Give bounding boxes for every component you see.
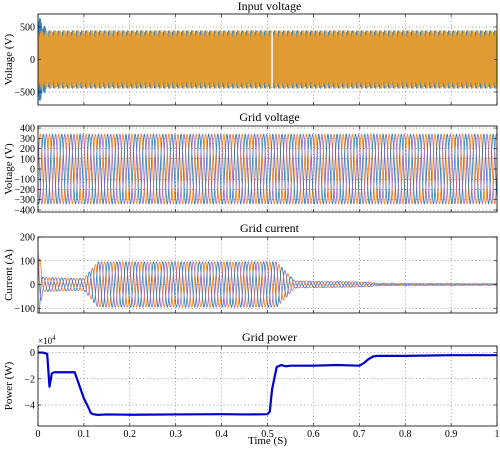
y-tick-label: −2 — [24, 374, 35, 385]
x-tick-label: 0.1 — [78, 429, 91, 440]
y-tick-label: −500 — [14, 88, 35, 99]
y-tick-label: 0 — [30, 55, 35, 66]
chart-title: Input voltage — [238, 0, 302, 13]
y-axis-label: Voltage (V) — [3, 33, 15, 85]
y-tick-label: −200 — [14, 185, 35, 196]
series-line — [38, 249, 497, 308]
panel-4: −4 −2 0 0 0.1 0.2 0.3 0.4 0.5 0.6 0.7 0.8 0.9 1 Grid p… — [3, 330, 500, 447]
y-tick-label: −4 — [24, 401, 35, 412]
series-line — [38, 258, 497, 308]
y-tick-label: 200 — [20, 233, 35, 244]
y-tick-label: −300 — [14, 195, 35, 206]
y-multiplier-label: ×104 — [38, 334, 56, 346]
x-tick-label: 0.4 — [215, 429, 228, 440]
x-tick-label: 0.5 — [261, 429, 274, 440]
series-line — [38, 30, 497, 89]
y-axis-label: Power (W) — [3, 361, 15, 410]
y-tick-label: −400 — [14, 205, 35, 216]
y-tick-label: 100 — [20, 256, 35, 267]
panel-3: −100 0 100 200 Grid current Current (A) — [3, 221, 498, 315]
x-tick-label: 0.6 — [307, 429, 320, 440]
series-line — [38, 351, 497, 416]
y-tick-label: 300 — [20, 134, 35, 145]
y-tick-label: 0 — [30, 280, 35, 291]
y-tick-label: 400 — [20, 124, 35, 135]
x-tick-label: 0.8 — [399, 429, 412, 440]
x-tick-label: 0.9 — [445, 429, 458, 440]
y-tick-label: 100 — [20, 154, 35, 165]
series-line — [38, 133, 497, 205]
panel-1: −500 0 500 Input voltage Voltage (V) — [3, 0, 498, 106]
x-tick-label: 0.7 — [353, 429, 366, 440]
y-tick-label: −100 — [14, 304, 35, 315]
y-tick-label: 0 — [30, 348, 35, 359]
y-tick-label: −100 — [14, 175, 35, 186]
x-tick-label: 0.2 — [124, 429, 137, 440]
y-axis-label: Voltage (V) — [3, 143, 15, 195]
series-line — [38, 261, 497, 313]
series-group — [38, 351, 497, 416]
series-line — [38, 133, 497, 205]
series-group — [38, 133, 497, 205]
series-line — [38, 133, 497, 205]
y-multiplier-base: ×10 — [38, 336, 53, 346]
series-group — [38, 249, 497, 313]
y-multiplier-exponent: 4 — [52, 334, 56, 342]
x-axis-label: Time (S) — [248, 435, 287, 447]
x-tick-label: 0 — [36, 429, 41, 440]
chart-title: Grid voltage — [239, 110, 299, 124]
chart-title: Grid current — [240, 221, 300, 235]
x-tick-label: 0.3 — [169, 429, 182, 440]
x-tick-label: 1 — [495, 429, 500, 440]
chart-title: Grid power — [242, 330, 297, 344]
y-axis-label: Current (A) — [3, 249, 15, 301]
series-group — [38, 17, 497, 102]
y-tick-label: 200 — [20, 144, 35, 155]
y-tick-label: 500 — [20, 23, 35, 34]
y-tick-label: 0 — [30, 165, 35, 176]
